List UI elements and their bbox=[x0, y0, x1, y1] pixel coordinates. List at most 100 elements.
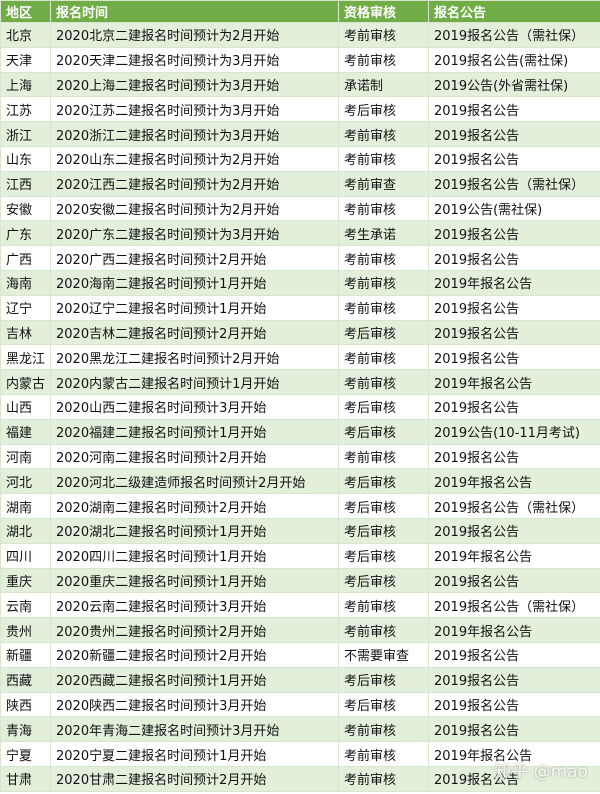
table-cell: 考前审核 bbox=[338, 369, 429, 395]
table-cell: 2019报名公告 bbox=[428, 245, 600, 271]
table-cell: 2020四川二建报名时间预计1月开始 bbox=[50, 542, 339, 569]
table-cell: 江苏 bbox=[0, 96, 51, 123]
table-cell: 2020年青海二建报名时间预计3月开始 bbox=[50, 716, 339, 743]
table-cell: 2020海南二建报名时间预计1月开始 bbox=[50, 269, 339, 296]
table-cell: 考后审核 bbox=[338, 493, 429, 519]
table-cell: 新疆 bbox=[0, 641, 51, 668]
table-cell: 湖南 bbox=[0, 493, 51, 519]
table-row: 内蒙古 2020内蒙古二建报名时间预计1月开始 考前审核 2019年报名公告 bbox=[0, 369, 600, 395]
table-cell: 考后审核 bbox=[338, 319, 429, 346]
table-row: 福建 2020福建二建报名时间预计1月开始 考后审核 2019公告(10-11月考试) bbox=[0, 418, 600, 445]
table-cell: 海南 bbox=[0, 269, 51, 296]
table-cell: 北京 bbox=[0, 22, 51, 48]
table-cell: 考前审核 bbox=[338, 617, 429, 643]
table-cell: 考前审核 bbox=[338, 269, 429, 296]
header-cell: 报名公告 bbox=[428, 0, 600, 23]
table-cell: 考前审核 bbox=[338, 145, 429, 172]
table-row: 江西 2020江西二建报名时间预计为2月开始 考前审查 2019报名公告（需社保） bbox=[0, 170, 600, 197]
table-cell: 2020新疆二建报名时间预计2月开始 bbox=[50, 641, 339, 668]
table-row: 辽宁 2020辽宁二建报名时间预计1月开始 考前审核 2019报名公告 bbox=[0, 294, 600, 321]
table-row: 天津 2020天津二建报名时间预计为3月开始 考前审核 2019报名公告(需社保) bbox=[0, 46, 600, 73]
table-cell: 2019年报名公告 bbox=[428, 741, 600, 767]
table-row: 陕西 2020陕西二建报名时间预计3月开始 考后审核 2019报名公告 bbox=[0, 691, 600, 718]
table-cell: 2020云南二建报名时间预计3月开始 bbox=[50, 592, 339, 619]
table-cell: 2019报名公告 bbox=[428, 641, 600, 668]
table-cell: 2020重庆二建报名时间预计1月开始 bbox=[50, 567, 339, 594]
table-cell: 青海 bbox=[0, 716, 51, 743]
table-cell: 承诺制 bbox=[338, 71, 429, 98]
table-cell: 2020上海二建报名时间预计为3月开始 bbox=[50, 71, 339, 98]
table-cell: 考前审核 bbox=[338, 195, 429, 222]
table-cell: 2019年报名公告 bbox=[428, 542, 600, 569]
table-row: 青海 2020年青海二建报名时间预计3月开始 考前审核 2019报名公告 bbox=[0, 716, 600, 743]
table-row: 宁夏 2020宁夏二建报名时间预计1月开始 考前审核 2019年报名公告 bbox=[0, 741, 600, 767]
table-row: 上海 2020上海二建报名时间预计为3月开始 承诺制 2019公告(外省需社保) bbox=[0, 71, 600, 98]
table-cell: 考前审核 bbox=[338, 765, 429, 792]
header-row: 地区 报名时间 资格审核 报名公告 bbox=[0, 0, 600, 23]
table-row: 山东 2020山东二建报名时间预计为2月开始 考前审核 2019报名公告 bbox=[0, 145, 600, 172]
table-cell: 不需要审查 bbox=[338, 641, 429, 668]
table-cell: 2019报名公告(需社保) bbox=[428, 46, 600, 73]
table-cell: 2019报名公告（需社保） bbox=[428, 493, 600, 519]
table-row: 广西 2020广西二建报名时间预计2月开始 考前审核 2019报名公告 bbox=[0, 245, 600, 271]
table-cell: 考后审核 bbox=[338, 418, 429, 445]
table-cell: 考后审核 bbox=[338, 393, 429, 420]
table-row: 江苏 2020江苏二建报名时间预计为3月开始 考后审核 2019报名公告 bbox=[0, 96, 600, 123]
table-cell: 陕西 bbox=[0, 691, 51, 718]
table-cell: 黑龙江 bbox=[0, 344, 51, 371]
table-cell: 上海 bbox=[0, 71, 51, 98]
table-cell: 2020西藏二建报名时间预计1月开始 bbox=[50, 666, 339, 693]
table-cell: 2020安徽二建报名时间预计为2月开始 bbox=[50, 195, 339, 222]
table-cell: 西藏 bbox=[0, 666, 51, 693]
table-cell: 2020山东二建报名时间预计为2月开始 bbox=[50, 145, 339, 172]
table-cell: 2019报名公告 bbox=[428, 121, 600, 147]
table-cell: 2019年报名公告 bbox=[428, 369, 600, 395]
table-cell: 考前审核 bbox=[338, 344, 429, 371]
table-cell: 江西 bbox=[0, 170, 51, 197]
table-cell: 广东 bbox=[0, 220, 51, 247]
table-cell: 2019年报名公告 bbox=[428, 617, 600, 643]
table-row: 吉林 2020吉林二建报名时间预计2月开始 考后审核 2019报名公告 bbox=[0, 319, 600, 346]
table-cell: 2019年报名公告 bbox=[428, 468, 600, 495]
table-cell: 安徽 bbox=[0, 195, 51, 222]
table-cell: 考后审核 bbox=[338, 96, 429, 123]
table-cell: 考前审查 bbox=[338, 170, 429, 197]
table-cell: 2019报名公告 bbox=[428, 220, 600, 247]
header-cell: 资格审核 bbox=[338, 0, 429, 23]
watermark: 知乎 @mao bbox=[494, 762, 588, 782]
table-cell: 宁夏 bbox=[0, 741, 51, 767]
table-cell: 2019报名公告 bbox=[428, 319, 600, 346]
table-row: 西藏 2020西藏二建报名时间预计1月开始 考后审核 2019报名公告 bbox=[0, 666, 600, 693]
table-cell: 天津 bbox=[0, 46, 51, 73]
table-cell: 2019公告(10-11月考试) bbox=[428, 418, 600, 445]
table-cell: 2020天津二建报名时间预计为3月开始 bbox=[50, 46, 339, 73]
table-cell: 2020内蒙古二建报名时间预计1月开始 bbox=[50, 369, 339, 395]
table-cell: 考前审核 bbox=[338, 46, 429, 73]
table-cell: 2019报名公告 bbox=[428, 691, 600, 718]
table-row: 河北 2020河北二级建造师报名时间预计2月开始 考后审核 2019年报名公告 bbox=[0, 468, 600, 495]
table-row: 湖南 2020湖南二建报名时间预计2月开始 考后审核 2019报名公告（需社保） bbox=[0, 493, 600, 519]
table-cell: 2020河北二级建造师报名时间预计2月开始 bbox=[50, 468, 339, 495]
table-cell: 考前审核 bbox=[338, 22, 429, 48]
table-cell: 山西 bbox=[0, 393, 51, 420]
table-cell: 2020陕西二建报名时间预计3月开始 bbox=[50, 691, 339, 718]
table-cell: 2020北京二建报名时间预计为2月开始 bbox=[50, 22, 339, 48]
table-cell: 广西 bbox=[0, 245, 51, 271]
table-cell: 2020辽宁二建报名时间预计1月开始 bbox=[50, 294, 339, 321]
header-cell: 地区 bbox=[0, 0, 51, 23]
table-row: 重庆 2020重庆二建报名时间预计1月开始 考后审核 2019报名公告 bbox=[0, 567, 600, 594]
table-row: 湖北 2020湖北二建报名时间预计1月开始 考后审核 2019报名公告 bbox=[0, 517, 600, 544]
table-cell: 内蒙古 bbox=[0, 369, 51, 395]
table-cell: 2020福建二建报名时间预计1月开始 bbox=[50, 418, 339, 445]
table-cell: 2019报名公告 bbox=[428, 567, 600, 594]
table-cell: 2020河南二建报名时间预计2月开始 bbox=[50, 443, 339, 470]
table-cell: 河南 bbox=[0, 443, 51, 470]
table-row: 四川 2020四川二建报名时间预计1月开始 考后审核 2019年报名公告 bbox=[0, 542, 600, 569]
table-row: 浙江 2020浙江二建报名时间预计为3月开始 考前审核 2019报名公告 bbox=[0, 121, 600, 147]
table-cell: 2020黑龙江二建报名时间预计2月开始 bbox=[50, 344, 339, 371]
table-cell: 2020贵州二建报名时间预计2月开始 bbox=[50, 617, 339, 643]
table-cell: 2019报名公告 bbox=[428, 666, 600, 693]
table-cell: 2019报名公告 bbox=[428, 765, 600, 792]
table-cell: 考后审核 bbox=[338, 691, 429, 718]
